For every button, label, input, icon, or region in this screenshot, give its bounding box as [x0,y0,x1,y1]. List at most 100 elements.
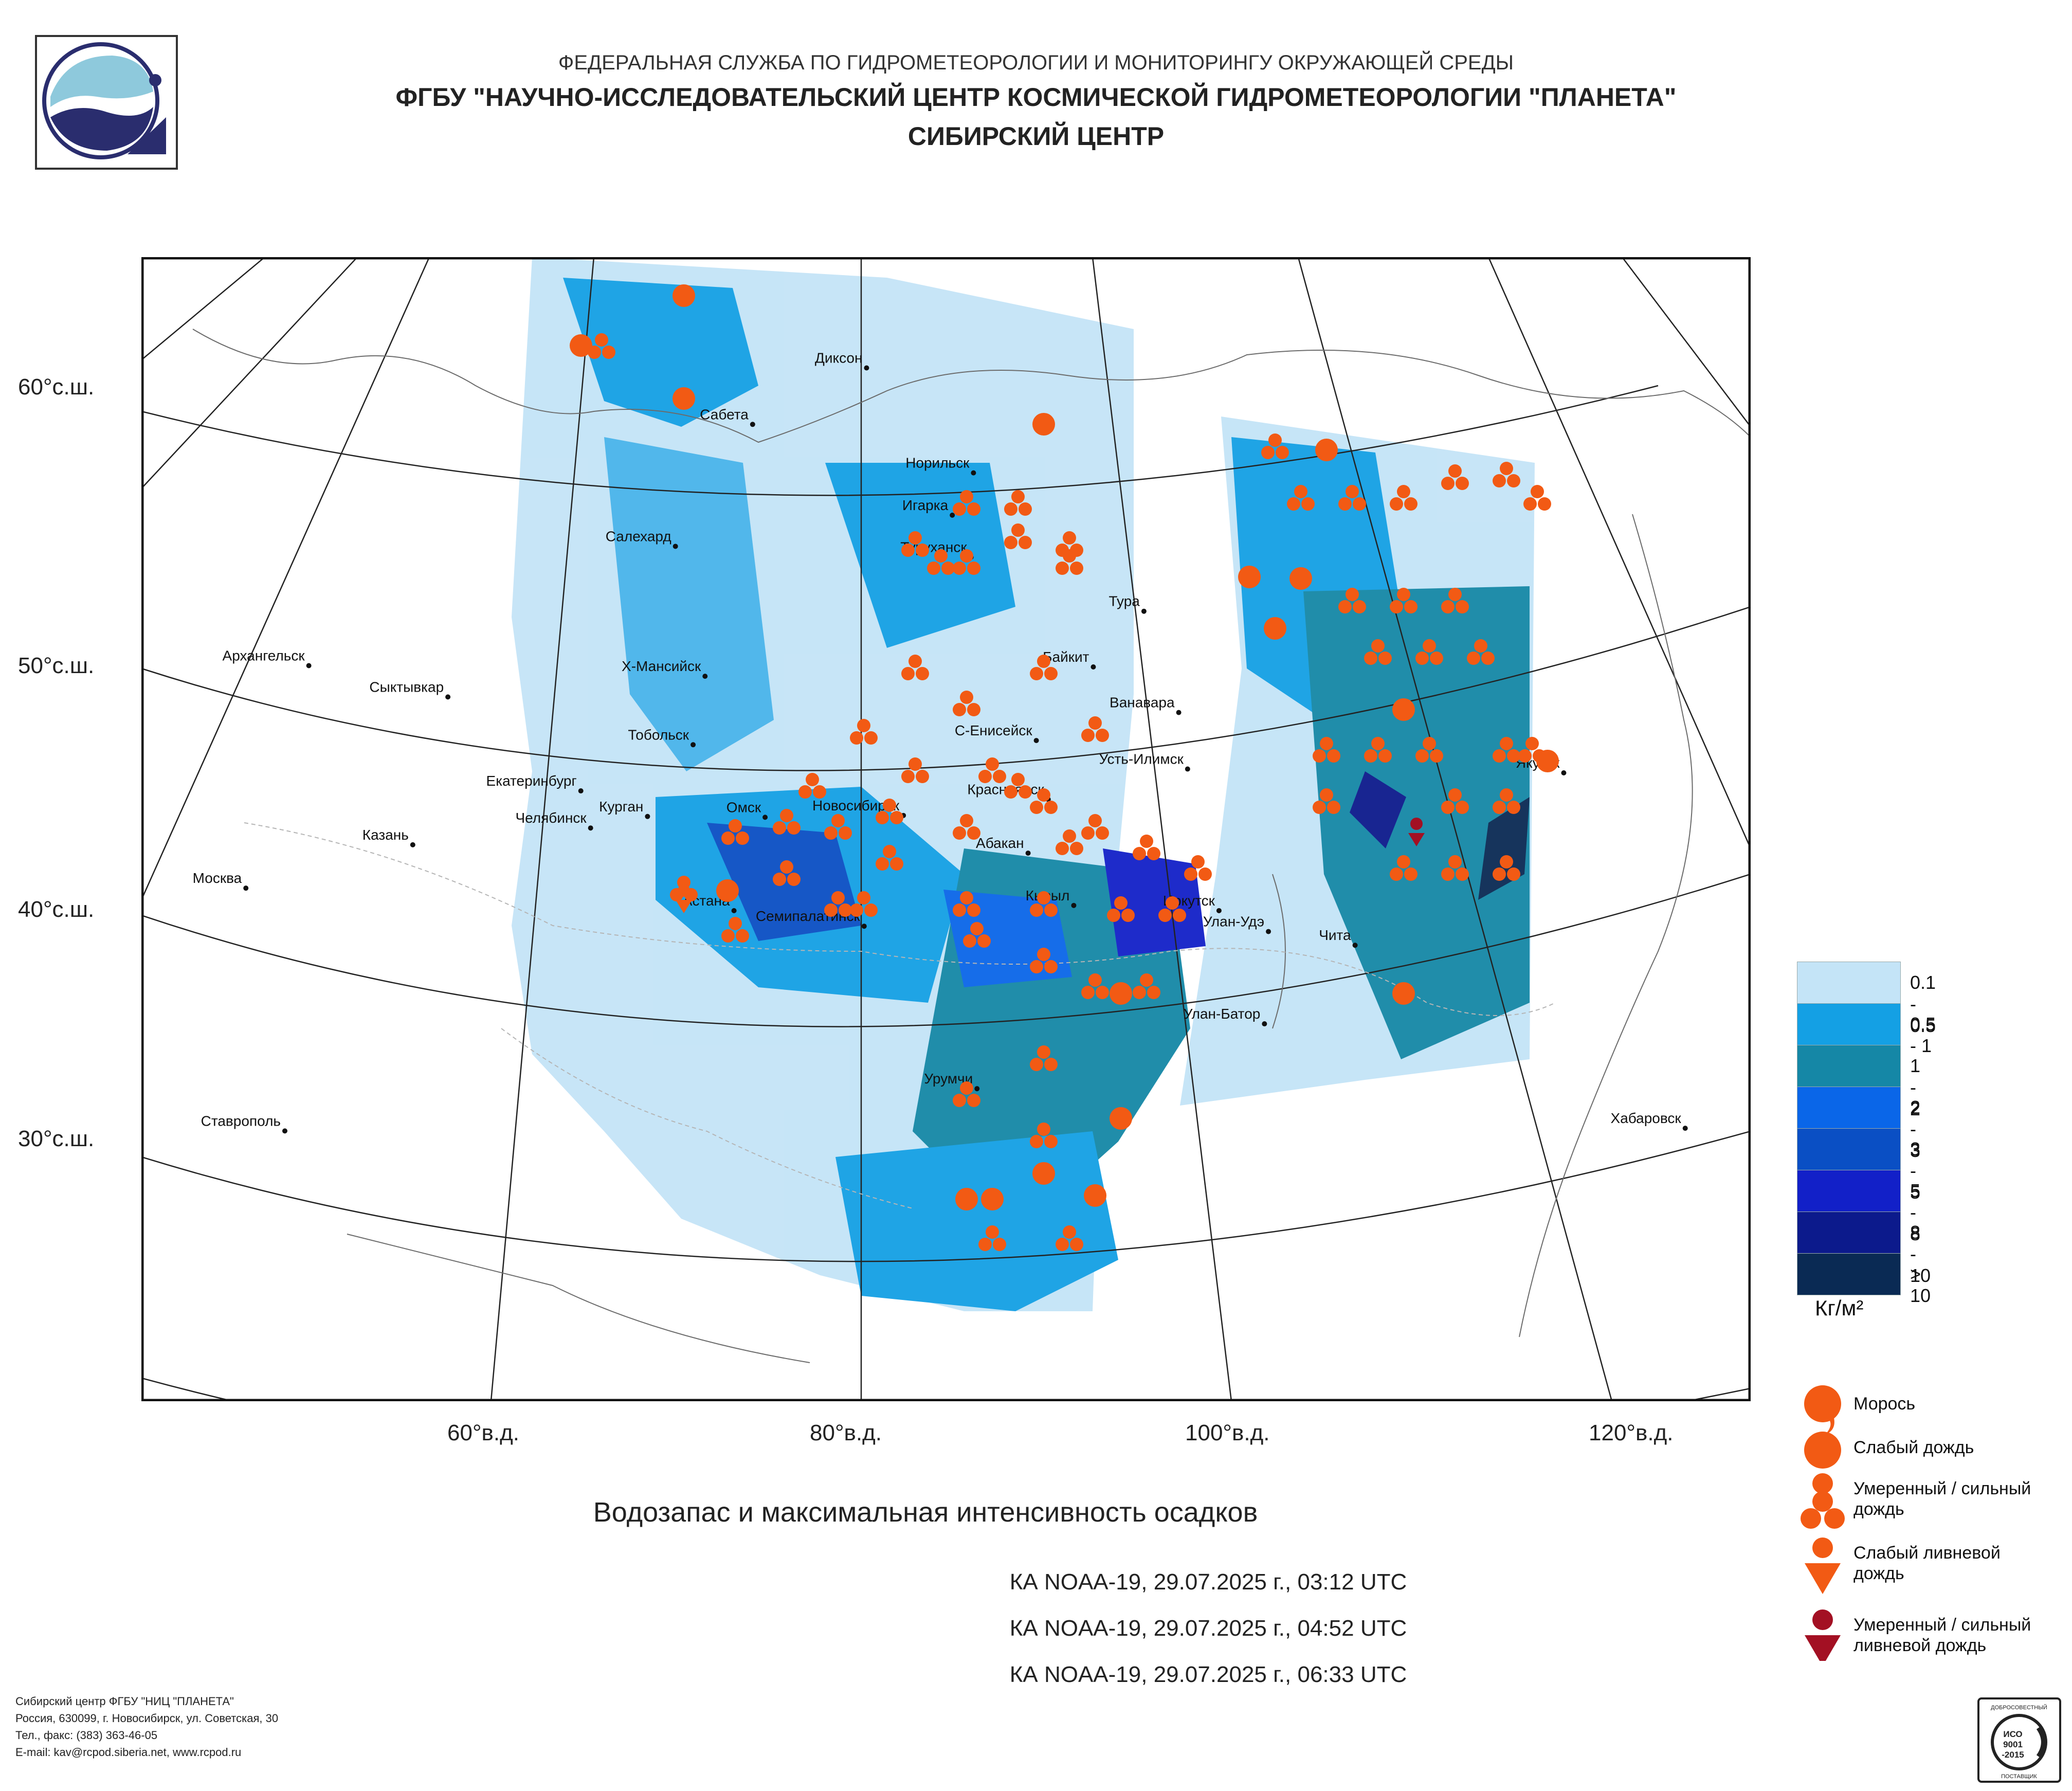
legend-range-label: 2 - 3 [1910,1097,1921,1161]
legend-swatch [1797,1087,1901,1129]
footer-line: Россия, 630099, г. Новосибирск, ул. Сове… [15,1712,279,1725]
borders [244,822,1556,1209]
moderate-rain-symbol [798,773,826,799]
moderate-rain-symbol [1415,737,1443,763]
city-label: Москва [193,870,242,886]
moderate-rain-symbol [901,757,929,783]
moderate-rain-symbol [876,845,903,871]
lon-label-80: 80°в.д. [810,1420,882,1445]
city-label: Байкит [1043,649,1089,665]
legend-swatch [1797,1170,1901,1212]
city-dot [306,663,312,668]
city-label: Ставрополь [201,1113,281,1129]
moderate-rain-symbol [901,531,929,557]
moderate-rain-symbol [773,860,801,886]
city-marker: Казань [362,827,415,847]
city-marker: Омск [726,799,768,820]
city-label: Екатеринбург [486,773,577,789]
header-line-3: СИБИРСКИЙ ЦЕНТР [907,122,1165,151]
city-dot [750,422,755,427]
city-dot [762,815,768,820]
city-marker: Курган [599,799,650,819]
moderate-rain-symbol [1030,1045,1058,1071]
city-marker: Х-Мансийск [622,658,708,679]
moderate-rain-symbol [1261,433,1289,459]
moderate-rain-symbol [1004,773,1032,799]
city-dot [1090,664,1096,670]
moderate-rain-symbol [1441,464,1469,490]
city-dot [1141,608,1147,614]
moderate-rain-symbol [1493,737,1520,763]
precipitation-map: Диксон Сабета Норильск Архангельск Игарка Сал… [141,257,1751,1402]
precip-legend-label: Слабый ливневой дождь [1853,1543,2001,1583]
moderate-rain-symbol [1107,896,1135,922]
city-dot [578,788,584,794]
city-dot [243,885,249,891]
city-dot [1561,770,1567,776]
city-dot [1025,851,1031,856]
light-rain-symbol [1264,617,1286,640]
footer-contacts: Сибирский центр ФГБУ "НИЦ "ПЛАНЕТА" Росс… [15,1693,278,1761]
city-label: Сыктывкар [369,679,444,695]
lon-label-60: 60°в.д. [447,1420,520,1445]
city-marker: Улан-Удэ [1203,914,1271,934]
moderate-rain-symbol [1030,788,1058,814]
city-marker: Хабаровск [1611,1110,1688,1131]
city-dot [1262,1021,1267,1027]
footer-line: E-mail: kav@rcpod.siberia.net, www.rcpod… [15,1746,242,1759]
city-marker: Байкит [1043,649,1096,670]
city-marker: С-Енисейск [955,722,1039,744]
moderate-rain-symbol [1056,549,1083,575]
moderate-rain-symbol [1287,485,1315,511]
city-label: С-Енисейск [955,722,1033,738]
legend-swatch [1797,1253,1901,1295]
city-label: Сабета [700,406,749,422]
light-rain-symbol [716,879,739,902]
city-dot [410,842,415,847]
city-dot [645,813,650,819]
city-label: Улан-Батор [1184,1006,1261,1022]
moderate-rain-symbol [953,891,980,917]
city-dot [974,1086,980,1092]
moderate-rain-symbol [1030,655,1058,680]
lat-label-50: 50°с.ш. [18,653,95,678]
moderate-rain-symbol [901,655,929,680]
city-dot [1216,908,1222,913]
moderate-rain-symbol [978,757,1006,783]
city-label: Абакан [976,835,1024,851]
city-dot [1176,710,1182,715]
city-marker: Екатеринбург [486,773,584,794]
footer-line: Сибирский центр ФГБУ "НИЦ "ПЛАНЕТА" [15,1695,234,1708]
pass-3: КА NOAA-19, 29.07.2025 г., 06:33 UTC [1009,1662,1407,1687]
light-rain-symbol [1032,1162,1055,1185]
light-rain-symbol [673,284,695,307]
city-marker: Тобольск [628,727,696,748]
moderate-rain-symbol [1390,588,1417,613]
city-dot [1185,766,1190,772]
moderate-rain-symbol [953,691,980,716]
precip-legend-label: Умеренный / сильный ливневой дождь [1853,1615,2031,1655]
city-label: Диксон [815,350,863,366]
moderate-rain-symbol [1467,639,1495,665]
moderate-rain-symbol [1338,485,1366,511]
city-marker: Челябинск [515,810,593,831]
lon-label-100: 100°в.д. [1185,1420,1270,1445]
moderate-rain-symbol [1004,523,1032,549]
light-shower-icon [1805,1537,1841,1594]
legend-swatch [1797,962,1901,1004]
precip-legend-label: Слабый дождь [1853,1438,1974,1457]
city-marker: Москва [193,870,249,891]
city-marker: Сыктывкар [369,679,451,700]
legend-range-label: > 10 [1910,1263,1931,1306]
lon-label-120: 120°в.д. [1589,1420,1674,1445]
city-marker: Игарка [902,497,955,518]
moderate-rain-symbol [978,1225,1006,1251]
moderate-rain-symbol [1313,737,1340,763]
precip-legend-label: Умеренный / сильный дождь [1853,1479,2031,1519]
coastlines [192,329,1751,1363]
moderate-rain-symbol [1030,891,1058,917]
city-marker: Архангельск [223,648,312,668]
light-rain-symbol [1084,1184,1106,1207]
city-label: Норильск [905,455,970,471]
legend-range-label: 1 - 2 [1910,1055,1921,1119]
